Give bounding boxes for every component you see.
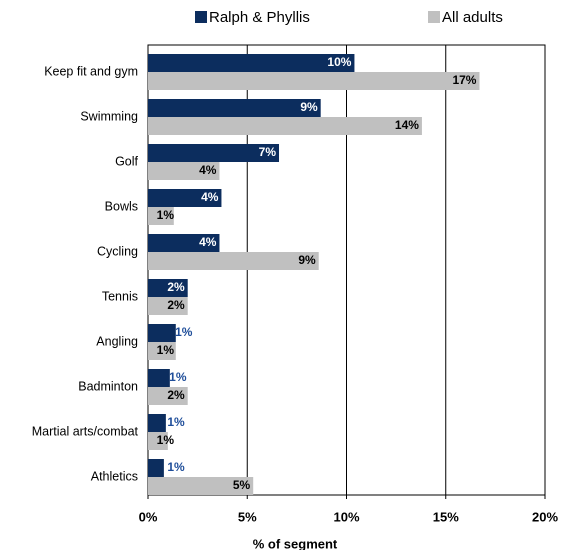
bar xyxy=(148,252,319,270)
y-tick-label: Martial arts/combat xyxy=(32,424,139,438)
bar xyxy=(148,432,168,450)
y-tick-label: Badminton xyxy=(78,379,138,393)
legend-swatch xyxy=(428,11,440,23)
bar xyxy=(148,297,188,315)
bar xyxy=(148,477,254,495)
bar xyxy=(148,162,220,180)
value-label: 5% xyxy=(233,478,251,492)
bar xyxy=(148,414,166,432)
x-axis-label: % of segment xyxy=(253,536,338,550)
x-tick-label: 15% xyxy=(433,509,459,524)
x-tick-label: 20% xyxy=(532,509,558,524)
value-label: 1% xyxy=(175,325,193,339)
y-tick-label: Keep fit and gym xyxy=(44,64,138,78)
bar xyxy=(148,459,164,477)
value-label: 7% xyxy=(259,145,277,159)
value-label: 4% xyxy=(199,163,217,177)
value-label: 1% xyxy=(169,370,187,384)
value-label: 2% xyxy=(167,298,185,312)
bar xyxy=(148,279,188,297)
legend-label: All adults xyxy=(442,9,503,26)
value-label: 1% xyxy=(167,460,185,474)
y-tick-label: Swimming xyxy=(80,109,138,123)
bar xyxy=(148,72,480,90)
y-tick-label: Athletics xyxy=(91,469,138,483)
value-label: 4% xyxy=(199,235,217,249)
bar xyxy=(148,234,220,252)
y-tick-label: Golf xyxy=(115,154,138,168)
bar xyxy=(148,117,422,135)
value-label: 17% xyxy=(452,73,476,87)
x-tick-label: 5% xyxy=(238,509,257,524)
y-tick-label: Bowls xyxy=(105,199,138,213)
bar xyxy=(148,387,188,405)
legend-label: Ralph & Phyllis xyxy=(209,9,310,26)
value-label: 1% xyxy=(157,208,175,222)
bar xyxy=(148,342,176,360)
value-label: 1% xyxy=(157,433,175,447)
value-label: 9% xyxy=(300,100,318,114)
y-tick-label: Cycling xyxy=(97,244,138,258)
value-label: 1% xyxy=(157,343,175,357)
value-label: 4% xyxy=(201,190,219,204)
value-label: 2% xyxy=(167,388,185,402)
bar xyxy=(148,99,321,117)
value-label: 14% xyxy=(395,118,419,132)
legend-swatch xyxy=(195,11,207,23)
value-label: 2% xyxy=(167,280,185,294)
x-tick-label: 10% xyxy=(333,509,359,524)
bar xyxy=(148,369,170,387)
bar xyxy=(148,144,280,162)
bar xyxy=(148,207,174,225)
y-tick-label: Tennis xyxy=(102,289,138,303)
value-label: 1% xyxy=(167,415,185,429)
value-label: 10% xyxy=(327,55,351,69)
bar xyxy=(148,54,355,72)
bar xyxy=(148,324,176,342)
y-tick-label: Angling xyxy=(96,334,138,348)
value-label: 9% xyxy=(298,253,316,267)
x-tick-label: 0% xyxy=(139,509,158,524)
bar xyxy=(148,189,222,207)
